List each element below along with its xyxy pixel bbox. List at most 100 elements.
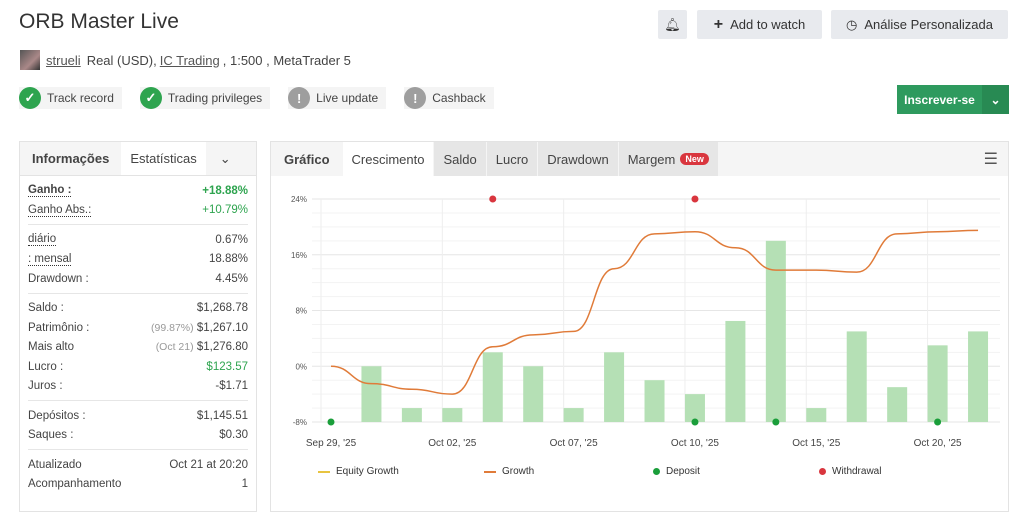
legend-deposit[interactable]: Deposit (653, 466, 700, 477)
broker-link[interactable]: IC Trading (159, 52, 220, 68)
stat-value: 0.67% (215, 233, 248, 246)
user-link[interactable]: strueli (46, 52, 81, 68)
withdrawal-marker (691, 195, 699, 203)
withdrawal-marker (489, 195, 497, 203)
analysis-button[interactable]: ◷ Análise Personalizada (831, 10, 1008, 39)
growth-line (330, 229, 979, 395)
stat-value: -$1.71 (215, 380, 248, 393)
tab-label: Drawdown (547, 151, 609, 167)
account-meta: strueli Real (USD), IC Trading , 1:500 ,… (20, 50, 351, 70)
y-tick-label: 0% (295, 362, 307, 371)
stat-row: diário 0.67% (28, 230, 248, 250)
y-tick-label: 8% (295, 307, 307, 316)
stat-label: Atualizado (28, 458, 82, 471)
stat-row: Juros : -$1.71 (28, 377, 248, 397)
tab-informacoes[interactable]: Informações (32, 151, 110, 166)
tab-estatisticas[interactable]: Estatísticas (121, 142, 206, 175)
deposit-marker (327, 418, 335, 426)
stat-label: Drawdown : (28, 272, 89, 285)
page-title: ORB Master Live (19, 10, 179, 33)
tab-label: Saldo (443, 151, 477, 167)
deposit-marker (772, 418, 780, 426)
stat-label: Saldo : (28, 302, 64, 315)
tab-label: Margem (627, 151, 676, 167)
x-tick-label: Oct 10, '25 (671, 438, 719, 449)
stat-value: $1,267.10 (196, 321, 248, 334)
stat-label: diário (28, 233, 57, 247)
legend-label: Withdrawal (832, 466, 882, 477)
bar (927, 345, 948, 422)
badges: ✓ Track record ✓ Trading privileges! Live up… (19, 87, 494, 109)
stat-row: Ganho : +18.88% (28, 181, 248, 201)
stat-label: Ganho : (28, 184, 72, 198)
subscribe-button[interactable]: Inscrever-se ⌄ (897, 85, 1009, 114)
check-circle-icon: ✓ (139, 87, 162, 109)
plus-icon: + (713, 15, 724, 33)
bar (361, 366, 382, 422)
stat-row: : mensal 18.88% (28, 250, 248, 270)
stat-label: Lucro : (28, 360, 64, 373)
tab-margem[interactable]: Margem New (618, 142, 718, 176)
settings-sliders-icon[interactable]: ☰ (983, 151, 998, 168)
legend-equity-growth[interactable]: Equity Growth (318, 466, 399, 477)
stat-row: Lucro : $123.57 (28, 357, 248, 377)
badge-label: Cashback (432, 91, 486, 105)
bar (604, 352, 625, 422)
exclamation-circle-icon: ! (288, 87, 311, 109)
badge-3[interactable]: ! Cashback (404, 87, 494, 109)
stat-label: Mais alto (28, 341, 75, 354)
stat-label: : mensal (28, 252, 72, 266)
stat-note: (Oct 21) (155, 341, 194, 354)
tab-label: Crescimento (351, 151, 425, 167)
bar (968, 331, 989, 422)
tab-label: Lucro (495, 151, 529, 167)
x-tick-label: Oct 20, '25 (914, 438, 962, 449)
stat-row: Atualizado Oct 21 at 20:20 (28, 455, 248, 475)
new-badge: New (680, 153, 709, 165)
chevron-down-icon[interactable]: ⌄ (982, 85, 1009, 114)
bar (887, 387, 908, 422)
badge-0[interactable]: ✓ Track record (19, 87, 122, 109)
stat-value: 4.45% (215, 272, 248, 285)
chart-title: Gráfico (284, 151, 330, 167)
tab-lucro[interactable]: Lucro (486, 142, 538, 176)
bell-icon: 🔔︎ (664, 16, 681, 32)
y-tick-label: 16% (291, 251, 307, 260)
stat-label: Depósitos : (28, 409, 86, 422)
stat-value: Oct 21 at 20:20 (169, 458, 248, 471)
stat-value: +18.88% (202, 184, 248, 197)
bar (684, 394, 705, 422)
clock-icon: ◷ (846, 16, 858, 32)
badge-label: Live update (316, 91, 379, 105)
chevron-down-icon[interactable]: ⌄ (219, 150, 231, 166)
stat-value: $1,268.78 (196, 302, 248, 315)
tab-crescimento[interactable]: Crescimento (342, 142, 434, 176)
y-tick-label: 24% (291, 195, 307, 204)
add-to-watch-label: Add to watch (730, 17, 806, 32)
legend-growth[interactable]: Growth (484, 466, 534, 477)
bar (482, 352, 503, 422)
stat-label: Ganho Abs.: (28, 203, 92, 217)
badge-2[interactable]: ! Live update (288, 87, 387, 109)
x-tick-label: Sep 29, '25 (306, 438, 357, 449)
stat-row: Ganho Abs.: +10.79% (28, 201, 248, 221)
y-tick-label: -8% (293, 418, 307, 427)
badge-1[interactable]: ✓ Trading privileges (139, 87, 271, 109)
deposit-marker (691, 418, 699, 426)
stat-label: Patrimônio : (28, 321, 90, 334)
bar (644, 380, 665, 422)
x-tick-label: Oct 02, '25 (428, 438, 476, 449)
stat-row: Acompanhamento 1 (28, 475, 248, 495)
stat-label: Juros : (28, 380, 63, 393)
stat-value: $123.57 (206, 360, 248, 373)
notify-button[interactable]: 🔔︎ (658, 10, 687, 39)
chart-panel: Gráfico Crescimento Saldo Lucro Drawdown Mar… (270, 141, 1009, 512)
stat-row: Saldo : $1,268.78 (28, 299, 248, 319)
tab-drawdown[interactable]: Drawdown (538, 142, 618, 176)
tab-saldo[interactable]: Saldo (434, 142, 486, 176)
add-to-watch-button[interactable]: + Add to watch (697, 10, 822, 39)
legend-withdrawal[interactable]: Withdrawal (819, 466, 881, 477)
avatar[interactable] (20, 50, 40, 70)
x-tick-label: Oct 15, '25 (792, 438, 840, 449)
